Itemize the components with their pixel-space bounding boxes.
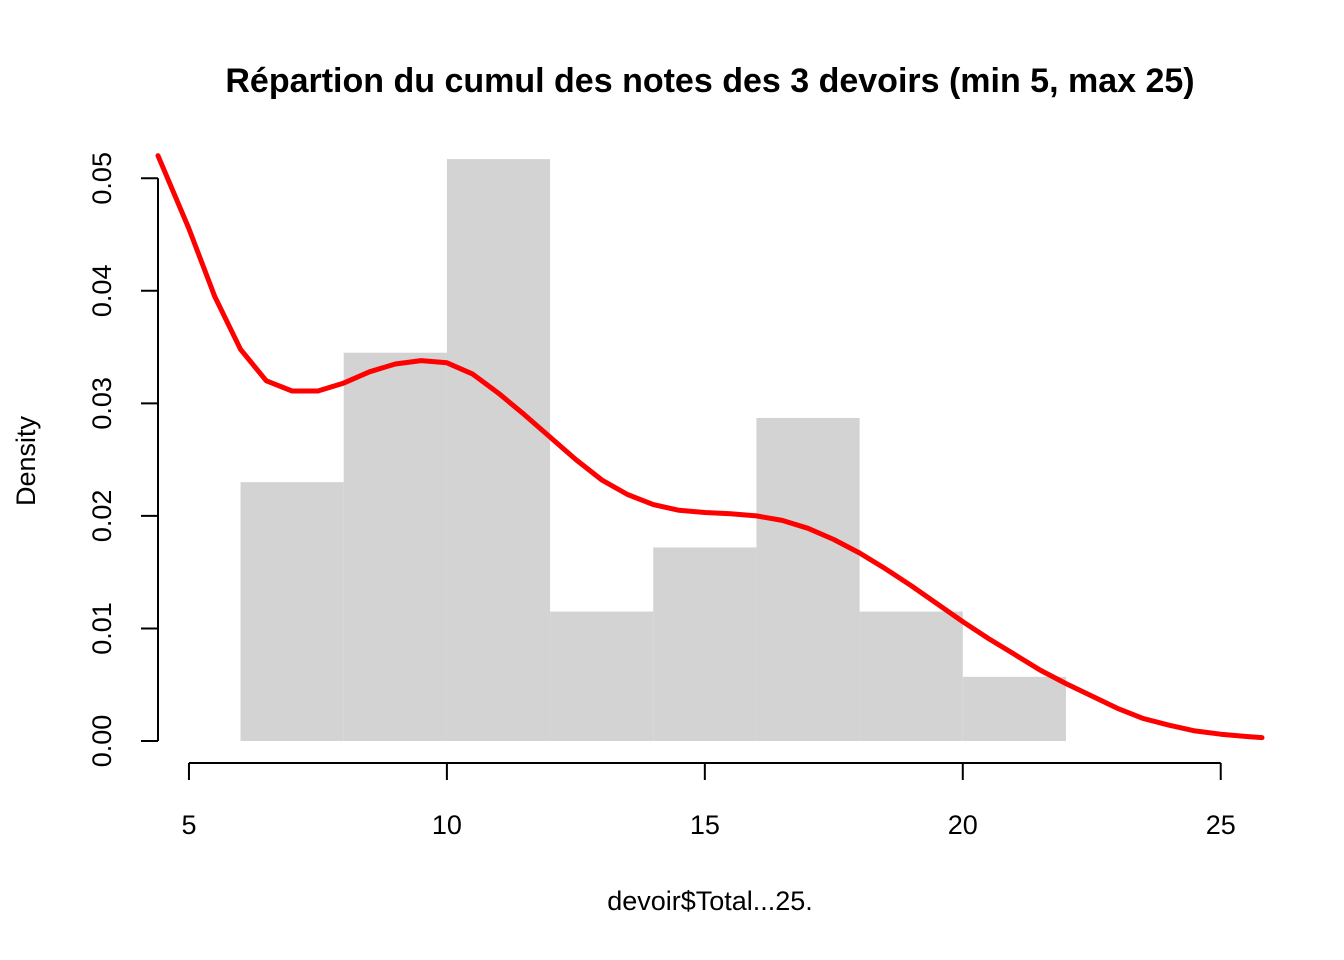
y-tick-label-4: 0.04	[87, 265, 117, 318]
histogram-bar-1	[343, 352, 447, 741]
y-tick-label-2: 0.02	[87, 490, 117, 543]
x-axis: 5 10 15 20 25	[181, 762, 1236, 840]
y-tick-label-0: 0.00	[87, 715, 117, 768]
x-tick-label-1: 10	[432, 810, 462, 840]
x-tick-label-3: 20	[948, 810, 978, 840]
y-tick-label-3: 0.03	[87, 377, 117, 430]
histogram-bar-5	[756, 417, 860, 741]
density-curve-group	[155, 153, 1265, 741]
histogram-bar-6	[859, 611, 963, 741]
y-tick-label-1: 0.01	[87, 602, 117, 655]
chart-title: Répartion du cumul des notes des 3 devoi…	[225, 62, 1194, 100]
y-axis: 0.00 0.01 0.02 0.03 0.04 0.05	[87, 152, 159, 768]
histogram-bars	[240, 159, 1066, 741]
histogram-bar-3	[550, 611, 654, 741]
x-axis-label: devoir$Total...25.	[607, 886, 813, 916]
x-tick-label-0: 5	[181, 810, 196, 840]
histogram-bar-4	[653, 547, 757, 741]
x-tick-label-4: 25	[1206, 810, 1236, 840]
histogram-bar-7	[962, 676, 1066, 741]
density-curve	[155, 153, 1265, 741]
histogram-bar-2	[446, 159, 551, 741]
histogram-bar-0	[240, 482, 344, 741]
y-axis-label: Density	[11, 415, 41, 506]
y-tick-label-5: 0.05	[87, 152, 117, 205]
x-tick-label-2: 15	[690, 810, 720, 840]
